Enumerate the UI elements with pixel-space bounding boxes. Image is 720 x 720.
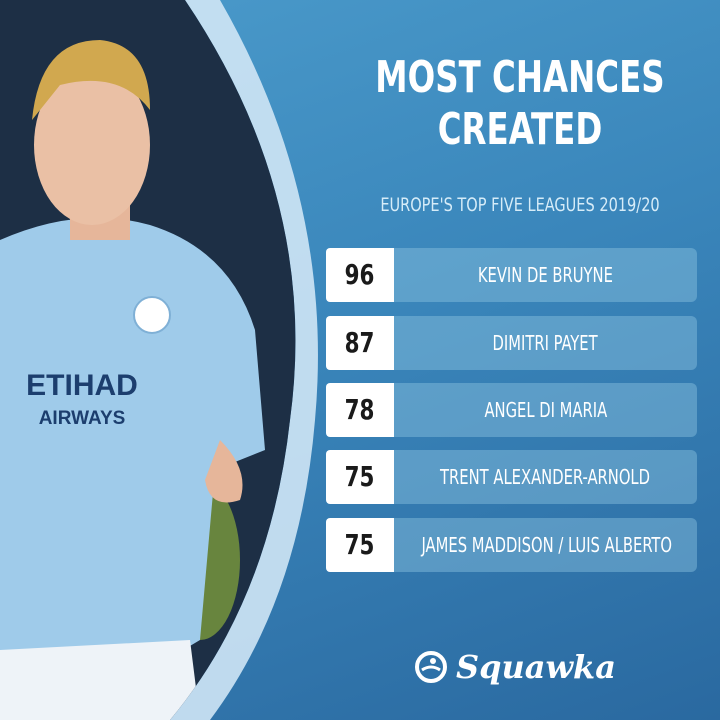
- subtitle: EUROPE'S TOP FIVE LEAGUES 2019/20: [380, 194, 660, 216]
- table-row: 75 JAMES MADDISON / LUIS ALBERTO: [326, 518, 697, 572]
- squawka-logo-icon: [415, 651, 447, 683]
- table-row: 87 DIMITRI PAYET: [326, 316, 697, 370]
- table-row: 75 TRENT ALEXANDER-ARNOLD: [326, 450, 697, 504]
- chances-value: 75: [326, 450, 394, 504]
- chances-value: 87: [326, 316, 394, 370]
- title-line-2: CREATED: [437, 104, 603, 155]
- chances-value: 75: [326, 518, 394, 572]
- table-row: 96 KEVIN DE BRUYNE: [326, 248, 697, 302]
- title-line-1: MOST CHANCES: [375, 52, 665, 103]
- brand-name: Squawka: [456, 648, 616, 686]
- shirt-sponsor: ETIHAD: [26, 369, 138, 402]
- player-name: DIMITRI PAYET: [394, 316, 697, 370]
- chances-value: 96: [326, 248, 394, 302]
- title: MOST CHANCES CREATED: [356, 52, 684, 156]
- player-name: JAMES MADDISON / LUIS ALBERTO: [394, 518, 697, 572]
- squawka-logo: Squawka: [414, 648, 616, 686]
- player-name: KEVIN DE BRUYNE: [394, 248, 697, 302]
- player-name: ANGEL DI MARIA: [394, 383, 697, 437]
- player-name: TRENT ALEXANDER-ARNOLD: [394, 450, 697, 504]
- chances-value: 78: [326, 383, 394, 437]
- table-row: 78 ANGEL DI MARIA: [326, 383, 697, 437]
- shirt-sponsor-2: AIRWAYS: [39, 408, 126, 429]
